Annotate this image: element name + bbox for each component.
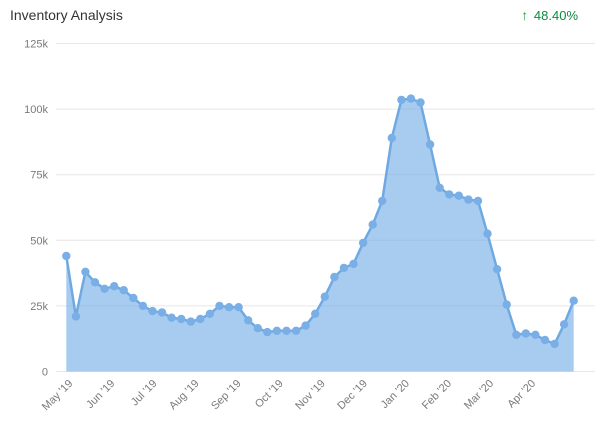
data-point-marker[interactable] (138, 301, 148, 311)
data-point-marker[interactable] (110, 282, 119, 291)
data-point-marker[interactable] (559, 320, 569, 329)
data-point-marker[interactable] (368, 220, 377, 229)
data-point-marker[interactable] (349, 259, 358, 269)
x-axis-label: Jan '20 (379, 378, 412, 411)
data-point-marker[interactable] (550, 339, 559, 349)
data-point-marker[interactable] (157, 308, 167, 317)
data-point-marker[interactable] (62, 251, 71, 261)
trend-up-arrow-icon: ↑ (521, 7, 529, 23)
data-point-marker[interactable] (330, 272, 339, 282)
data-point-marker[interactable] (531, 330, 540, 339)
data-point-marker[interactable] (224, 303, 234, 312)
x-axis-label: Dec '19 (335, 378, 370, 413)
change-value: 48.40% (533, 8, 578, 23)
data-point-marker[interactable] (540, 335, 550, 345)
data-point-marker[interactable] (483, 229, 492, 238)
data-point-marker[interactable] (445, 190, 454, 199)
data-point-marker[interactable] (358, 238, 368, 248)
data-point-marker[interactable] (129, 293, 138, 303)
y-axis-label: 25k (30, 301, 48, 313)
data-point-marker[interactable] (81, 267, 90, 276)
x-axis-label: Apr '20 (505, 378, 538, 411)
data-point-marker[interactable] (339, 263, 349, 273)
data-point-marker[interactable] (100, 284, 109, 293)
data-point-marker[interactable] (234, 303, 243, 312)
data-point-marker[interactable] (282, 326, 291, 335)
data-point-marker[interactable] (454, 191, 463, 200)
data-point-marker[interactable] (263, 327, 272, 337)
data-point-marker[interactable] (90, 278, 100, 287)
data-point-marker[interactable] (502, 300, 511, 309)
y-axis-label: 125k (24, 39, 48, 51)
x-axis-label: May '19 (40, 378, 75, 413)
data-point-marker[interactable] (435, 183, 444, 192)
data-point-marker[interactable] (378, 196, 387, 206)
x-axis-label: Jun '19 (84, 378, 117, 411)
x-axis-label: Nov '19 (293, 378, 328, 413)
area-fill (66, 98, 574, 372)
x-axis-label: Oct '19 (253, 378, 286, 411)
data-point-marker[interactable] (272, 326, 282, 335)
data-point-marker[interactable] (148, 306, 157, 316)
y-axis-label: 50k (30, 235, 48, 247)
data-point-marker[interactable] (205, 309, 215, 318)
data-point-marker[interactable] (301, 321, 310, 330)
x-axis-label: Mar '20 (462, 378, 496, 412)
data-point-marker[interactable] (387, 133, 396, 143)
data-point-marker[interactable] (569, 296, 578, 305)
data-point-marker[interactable] (406, 94, 416, 103)
data-point-marker[interactable] (119, 286, 128, 295)
data-point-marker[interactable] (291, 326, 301, 335)
x-axis-label: Aug '19 (167, 378, 202, 413)
data-point-marker[interactable] (492, 265, 502, 274)
y-axis-label: 100k (24, 104, 48, 116)
chart-header: Inventory Analysis ↑ 48.40% (0, 0, 600, 30)
x-axis-label: Feb '20 (420, 378, 454, 412)
data-point-marker[interactable] (311, 309, 320, 318)
chart-title: Inventory Analysis (10, 7, 123, 23)
data-point-marker[interactable] (167, 313, 176, 322)
x-axis-label: Sep '19 (209, 378, 244, 413)
data-point-marker[interactable] (71, 312, 81, 321)
data-point-marker[interactable] (215, 301, 224, 311)
data-point-marker[interactable] (196, 314, 205, 324)
data-point-marker[interactable] (512, 330, 521, 339)
data-point-marker[interactable] (521, 329, 530, 338)
data-point-marker[interactable] (473, 196, 483, 206)
y-axis-label: 0 (42, 367, 48, 379)
data-point-marker[interactable] (397, 95, 406, 105)
y-axis-label: 75k (30, 170, 48, 182)
data-point-marker[interactable] (425, 140, 435, 149)
x-axis-label: Jul '19 (129, 378, 160, 409)
data-point-marker[interactable] (177, 314, 186, 324)
data-point-marker[interactable] (416, 98, 425, 107)
data-point-marker[interactable] (186, 317, 195, 326)
change-badge: ↑ 48.40% (521, 7, 578, 23)
data-point-marker[interactable] (253, 324, 262, 333)
data-point-marker[interactable] (464, 195, 473, 204)
data-point-marker[interactable] (244, 316, 253, 325)
data-point-marker[interactable] (320, 292, 329, 301)
